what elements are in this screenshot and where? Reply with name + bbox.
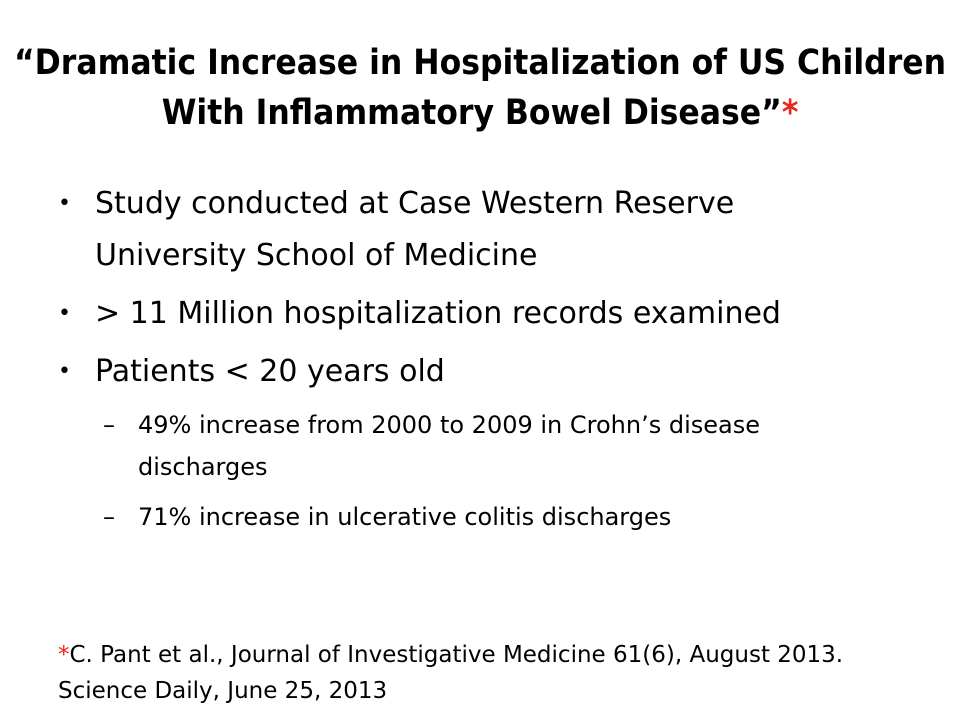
bullet-item: • > 11 Million hospitalization records e… <box>58 288 918 340</box>
bullet-dot-icon: • <box>58 191 71 216</box>
sub-bullet-text: 49% increase from 2000 to 2009 in Crohn’… <box>138 411 760 481</box>
title-asterisk: * <box>781 93 799 133</box>
footnote-citation: C. Pant et al., Journal of Investigative… <box>69 642 844 668</box>
footnote-asterisk: * <box>58 642 70 668</box>
bullet-text: Patients < 20 years old <box>95 354 445 389</box>
bullet-dot-icon: • <box>58 301 71 326</box>
slide-title: “Dramatic Increase in Hospitalization of… <box>0 38 960 138</box>
bullet-item: • Patients < 20 years old <box>58 346 918 398</box>
en-dash-icon: – <box>103 411 115 439</box>
footnote-line-1: *C. Pant et al., Journal of Investigativ… <box>58 637 948 673</box>
bullet-list: • Study conducted at Case Western Reserv… <box>58 178 918 546</box>
footnote: *C. Pant et al., Journal of Investigativ… <box>58 637 948 709</box>
bullet-item: • Study conducted at Case Western Reserv… <box>58 178 918 282</box>
sub-bullet-item: – 49% increase from 2000 to 2009 in Croh… <box>58 404 918 488</box>
title-text: “Dramatic Increase in Hospitalization of… <box>13 43 947 133</box>
bullet-dot-icon: • <box>58 359 71 384</box>
en-dash-icon: – <box>103 503 115 531</box>
bullet-text: Study conducted at Case Western Reserve … <box>95 186 735 273</box>
bullet-text: > 11 Million hospitalization records exa… <box>95 296 781 331</box>
sub-bullet-text: 71% increase in ulcerative colitis disch… <box>138 503 672 531</box>
sub-bullet-item: – 71% increase in ulcerative colitis dis… <box>58 496 918 538</box>
footnote-line-2: Science Daily, June 25, 2013 <box>58 678 388 704</box>
